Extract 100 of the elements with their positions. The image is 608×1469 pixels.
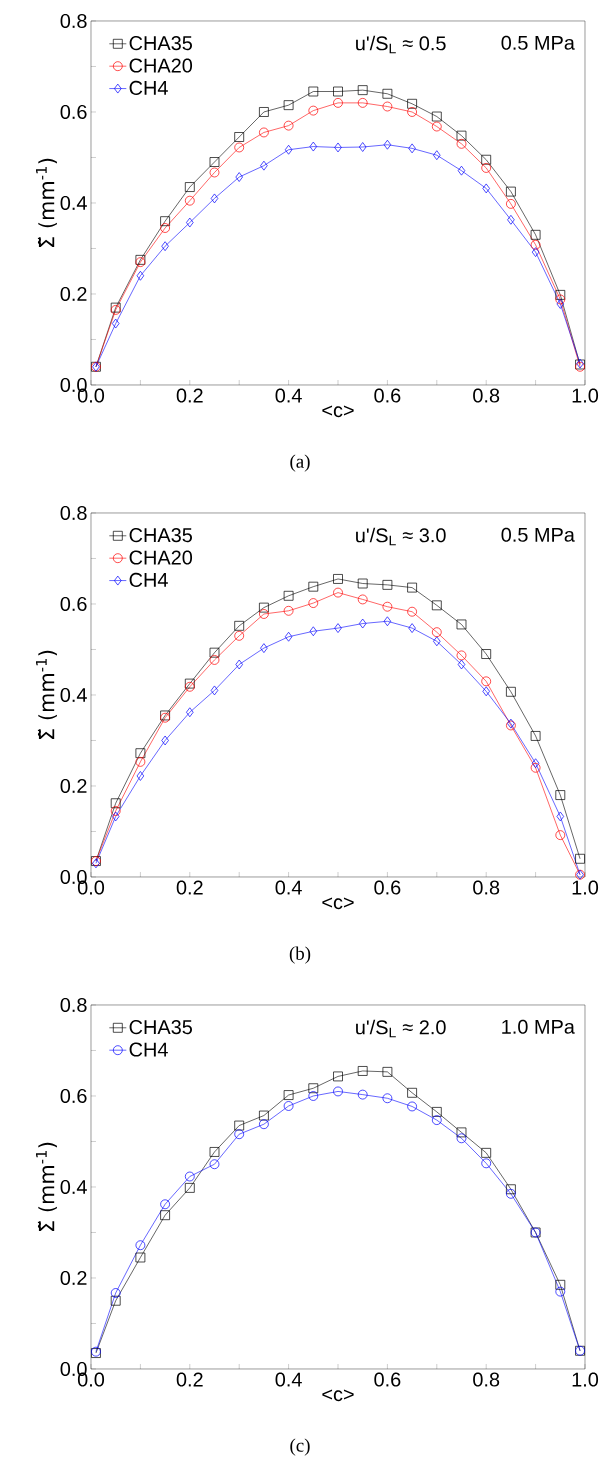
point [456,138,467,149]
point [308,105,319,116]
point [456,619,467,630]
point [431,111,442,122]
x-tick-label: 1.0 [572,880,599,895]
point [333,1086,343,1097]
point [209,647,220,658]
point [357,594,368,605]
y-tick-label: 0.8 [60,997,87,1013]
point [507,214,515,225]
point [382,1093,393,1104]
point [161,241,169,252]
point [161,735,169,746]
point [457,165,466,176]
point [456,650,467,661]
point [333,98,343,108]
point [259,127,269,138]
point [382,601,393,612]
point [407,606,417,617]
point [235,172,243,182]
point [234,620,245,631]
annotation: 1.0 MPa [502,1019,575,1034]
y-tick-label: 0.6 [60,104,87,120]
point [160,216,170,227]
point [530,229,541,240]
point [260,643,268,653]
legend-label: CHA35 [129,528,192,543]
point [184,1183,195,1193]
annotation: 0.5 MPa [501,527,575,542]
point [259,107,269,117]
annotation: 0.5 MPa [501,35,575,50]
legend-label: CH4 [129,80,168,95]
point [184,195,195,206]
x-tick-label: 0.4 [275,388,302,403]
legend-label: CH4 [129,1042,168,1057]
y-tick-label: 0.2 [60,778,87,794]
point [186,707,194,718]
x-tick-label: 0.8 [473,880,500,895]
legend-label: CHA20 [129,58,193,73]
x-axis-title: <c> [322,405,354,418]
point [309,141,318,152]
annotation: u'/S$_{L}$ ≈ 2.0 [356,1019,446,1038]
point [259,602,269,613]
point [110,806,121,816]
point [431,600,442,611]
point [531,758,540,769]
y-tick-label: 0.2 [60,286,87,302]
point [382,580,393,590]
x-tick-label: 1.0 [572,388,599,403]
point [284,631,293,642]
legend-label: CHA35 [129,36,192,51]
y-axis-title: Σ̃ (mm$^{-1}$) [36,158,57,247]
annotation: u'/S$_{L}$ ≈ 3.0 [356,527,446,546]
y-tick-label: 0.4 [60,687,87,703]
point [481,154,492,165]
point [456,1133,467,1144]
point [186,217,194,228]
point [407,582,417,593]
point [160,1199,170,1210]
point [209,1159,220,1170]
point [110,798,121,809]
x-tick-label: 0.8 [473,388,500,403]
point [308,598,319,608]
point [555,1286,566,1297]
y-tick-label: 0.8 [60,13,87,29]
x-tick-label: 0.4 [275,1372,302,1387]
point [431,121,442,132]
point [234,1129,245,1140]
point [383,139,392,150]
point [110,1295,121,1306]
y-axis-title: Σ̃ (mm$^{-1}$) [36,650,57,739]
point [308,1083,319,1094]
point [358,618,367,629]
point [135,757,146,767]
point [556,299,565,309]
point [556,811,565,822]
x-tick-label: 0.2 [176,880,203,895]
point [575,853,585,864]
point [308,1091,319,1101]
point [357,98,368,108]
y-axis-title: Σ̃ (mm$^{-1}$) [36,1142,57,1231]
y-tick-label: 0.8 [60,505,87,521]
point [530,239,541,250]
point [283,605,294,616]
x-axis-title: <c> [322,897,354,910]
point [456,1127,467,1138]
point [283,1090,294,1100]
point [407,98,417,109]
point [209,157,220,167]
point [481,163,492,173]
point [111,811,120,822]
point [209,655,220,665]
point [481,1148,492,1158]
point [482,686,490,697]
point [333,587,343,598]
point [481,676,492,687]
point [506,199,516,209]
point [135,1240,146,1251]
x-tick-label: 0.6 [374,388,401,403]
legend-label: CHA35 [129,1020,192,1035]
